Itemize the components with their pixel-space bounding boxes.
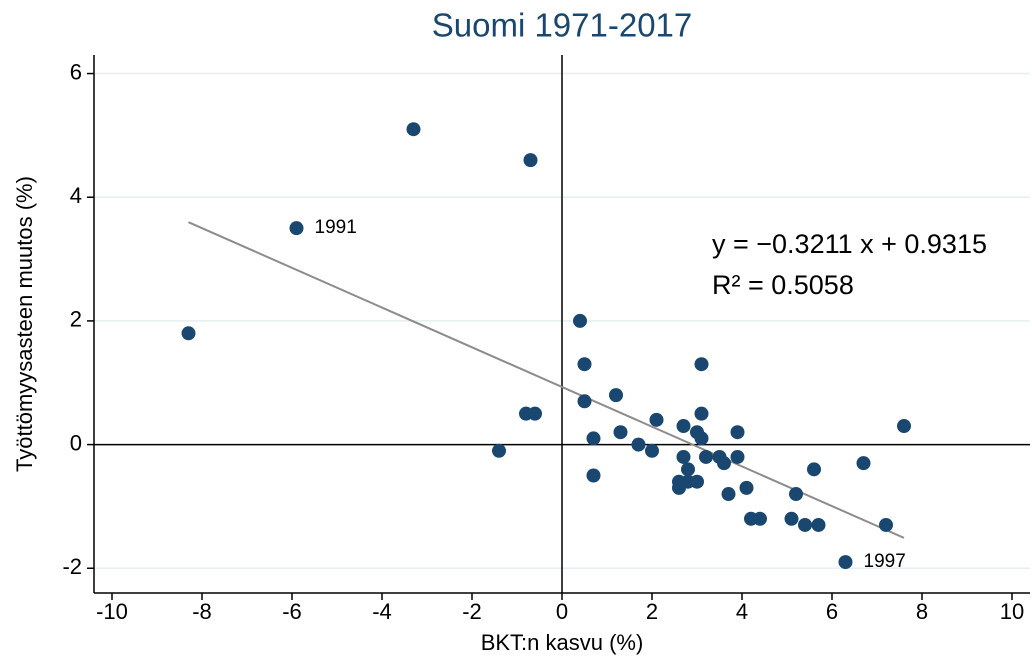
point (676, 449, 691, 464)
point (856, 456, 871, 471)
point (631, 437, 646, 452)
point (645, 443, 659, 458)
x-tick-label: 8 (916, 599, 928, 624)
point (523, 153, 538, 168)
point (649, 412, 664, 427)
fit-r2: R² = 0.5058 (712, 270, 854, 300)
point (789, 487, 803, 502)
x-tick-label: -6 (282, 599, 302, 624)
x-tick-label: 4 (736, 599, 748, 624)
x-tick-label: 6 (826, 599, 838, 624)
point (753, 511, 767, 526)
point (694, 431, 709, 446)
point (181, 326, 196, 341)
point (784, 511, 799, 526)
point (879, 517, 893, 532)
point (717, 456, 731, 471)
x-axis-label: BKT:n kasvu (%) (481, 630, 644, 655)
point-label: 1997 (864, 551, 906, 572)
point (681, 462, 695, 477)
point (586, 468, 601, 483)
x-tick-label: -2 (462, 599, 482, 624)
point (694, 406, 709, 421)
fit-equation: y = −0.3211 x + 0.9315 (712, 229, 987, 259)
point (739, 480, 754, 495)
point (528, 406, 542, 421)
x-tick-label: -10 (96, 599, 128, 624)
x-tick-label: -8 (192, 599, 212, 624)
point (577, 394, 592, 409)
point (406, 122, 421, 137)
point (721, 487, 736, 502)
point (492, 443, 506, 458)
x-tick-label: 2 (646, 599, 658, 624)
y-tick-label: 4 (70, 183, 82, 208)
y-tick-label: 0 (70, 430, 82, 455)
point (730, 425, 745, 440)
x-tick-label: -4 (372, 599, 392, 624)
point (798, 517, 812, 532)
point (609, 388, 623, 403)
point (577, 357, 592, 372)
point (807, 462, 821, 477)
y-axis-label: Työttömyysasteen muutos (%) (12, 176, 37, 472)
x-tick-label: 0 (556, 599, 568, 624)
x-tick-label: 10 (1000, 599, 1024, 624)
y-tick-label: 2 (70, 307, 82, 332)
point (811, 517, 826, 532)
point (694, 357, 709, 372)
fit-line (188, 221, 905, 539)
y-tick-label: -2 (62, 554, 82, 579)
point (730, 449, 745, 464)
y-tick-label: 6 (70, 59, 82, 84)
point-label: 1991 (315, 217, 357, 238)
point (897, 419, 911, 434)
point (672, 480, 686, 495)
point (289, 221, 304, 236)
point (586, 431, 601, 446)
point (838, 555, 853, 570)
point (573, 313, 587, 328)
point (690, 474, 704, 489)
point (699, 449, 713, 464)
point (613, 425, 628, 440)
chart-title: Suomi 1971-2017 (432, 7, 693, 44)
point (676, 419, 691, 434)
